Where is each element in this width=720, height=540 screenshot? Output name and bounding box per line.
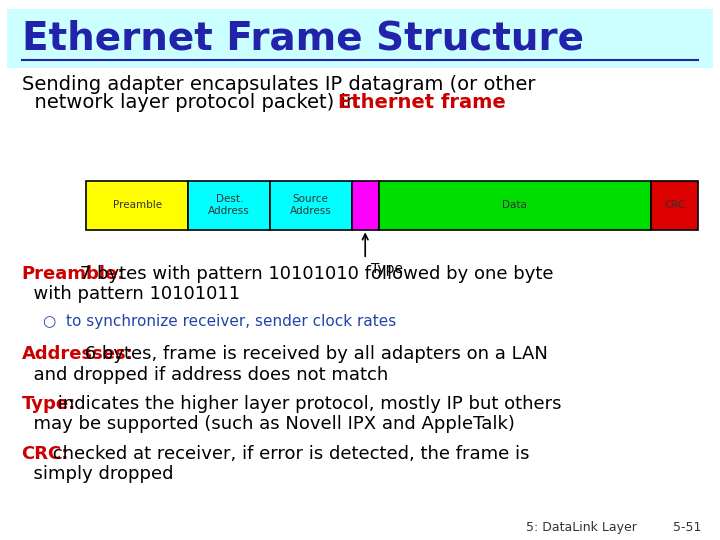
Text: checked at receiver, if error is detected, the frame is: checked at receiver, if error is detecte… bbox=[47, 445, 529, 463]
Bar bbox=[351, 181, 379, 230]
Text: 6 bytes, frame is received by all adapters on a LAN: 6 bytes, frame is received by all adapte… bbox=[79, 346, 548, 363]
Text: indicates the higher layer protocol, mostly IP but others: indicates the higher layer protocol, mos… bbox=[52, 395, 562, 413]
Text: Ethernet Frame Structure: Ethernet Frame Structure bbox=[22, 20, 584, 58]
Text: Dest.
Address: Dest. Address bbox=[208, 194, 250, 216]
Text: 5-51: 5-51 bbox=[673, 521, 701, 534]
Text: ○  to synchronize receiver, sender clock rates: ○ to synchronize receiver, sender clock … bbox=[43, 314, 397, 329]
Bar bbox=[189, 181, 270, 230]
Text: Preamble: Preamble bbox=[113, 200, 162, 210]
Text: network layer protocol packet) in: network layer protocol packet) in bbox=[22, 93, 364, 112]
Text: CRC:: CRC: bbox=[22, 445, 69, 463]
FancyBboxPatch shape bbox=[7, 9, 713, 68]
Text: CRC: CRC bbox=[664, 200, 685, 210]
Text: Type: Type bbox=[371, 262, 403, 276]
Text: with pattern 10101011: with pattern 10101011 bbox=[22, 285, 240, 303]
Text: Data: Data bbox=[503, 200, 527, 210]
Text: may be supported (such as Novell IPX and AppleTalk): may be supported (such as Novell IPX and… bbox=[22, 415, 515, 434]
Text: Addresses:: Addresses: bbox=[22, 346, 133, 363]
Text: Ethernet frame: Ethernet frame bbox=[338, 93, 506, 112]
Text: Preamble:: Preamble: bbox=[22, 265, 125, 282]
Text: Sending adapter encapsulates IP datagram (or other: Sending adapter encapsulates IP datagram… bbox=[22, 75, 535, 93]
Bar bbox=[379, 181, 651, 230]
Text: and dropped if address does not match: and dropped if address does not match bbox=[22, 366, 388, 384]
Bar bbox=[86, 181, 189, 230]
Bar bbox=[270, 181, 351, 230]
Text: simply dropped: simply dropped bbox=[22, 465, 173, 483]
Text: 7 bytes with pattern 10101010 followed by one byte: 7 bytes with pattern 10101010 followed b… bbox=[74, 265, 553, 282]
Text: Type:: Type: bbox=[22, 395, 76, 413]
Text: Source
Address: Source Address bbox=[290, 194, 332, 216]
Bar bbox=[651, 181, 698, 230]
Text: 5: DataLink Layer: 5: DataLink Layer bbox=[526, 521, 636, 534]
